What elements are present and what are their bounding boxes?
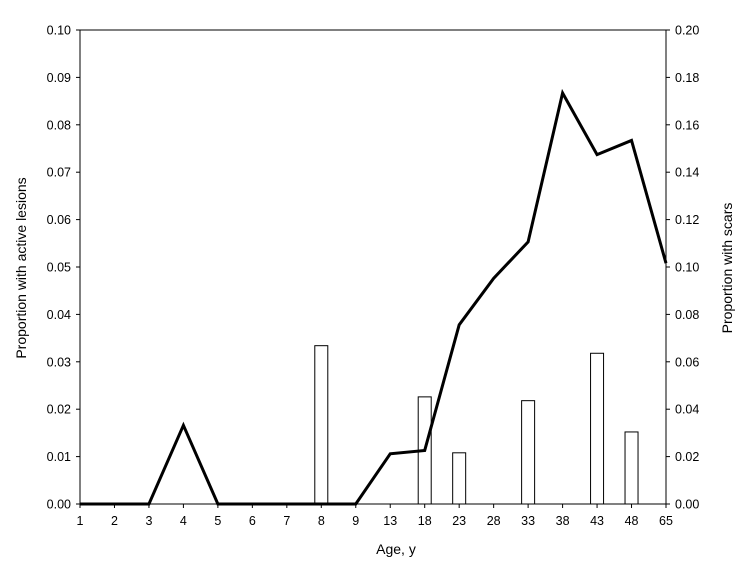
left-tick-label: 0.08	[47, 118, 71, 132]
left-axis-title: Proportion with active lesions	[13, 177, 29, 358]
x-tick-label: 9	[352, 514, 359, 528]
x-tick-label: 2	[111, 514, 118, 528]
left-tick-label: 0.03	[47, 355, 71, 369]
x-tick-label: 18	[418, 514, 432, 528]
left-tick-label: 0.04	[47, 308, 71, 322]
left-tick-label: 0.07	[47, 166, 71, 180]
right-tick-label: 0.06	[675, 355, 699, 369]
bar-43	[590, 352, 605, 505]
x-tick-label: 3	[145, 514, 152, 528]
bar-23	[452, 452, 467, 505]
left-tick-label: 0.00	[47, 498, 71, 512]
x-tick-label: 6	[249, 514, 256, 528]
x-tick-label: 43	[590, 514, 604, 528]
right-tick-label: 0.20	[675, 24, 699, 38]
right-tick-label: 0.04	[675, 403, 699, 417]
ticks-layer: 0.00 0.01 0.02 0.03 0.04 0.05 0.06 0.07 0.08 0.09…	[47, 24, 700, 529]
left-tick-label: 0.10	[47, 24, 71, 38]
right-axis-title: Proportion with scars	[719, 203, 735, 334]
right-tick-label: 0.08	[675, 308, 699, 322]
x-tick-label: 28	[487, 514, 501, 528]
left-tick-label: 0.09	[47, 71, 71, 85]
left-tick-label: 0.02	[47, 403, 71, 417]
right-tick-label: 0.12	[675, 213, 699, 227]
x-tick-label: 13	[383, 514, 397, 528]
bar-8	[314, 345, 329, 505]
x-tick-label: 4	[180, 514, 187, 528]
bar-48	[624, 431, 639, 505]
x-axis-title: Age, y	[376, 541, 416, 557]
bars-layer	[314, 345, 639, 505]
left-tick-label: 0.01	[47, 450, 71, 464]
right-tick-label: 0.00	[675, 498, 699, 512]
x-tick-label: 5	[214, 514, 221, 528]
left-tick-label: 0.06	[47, 213, 71, 227]
right-tick-label: 0.16	[675, 118, 699, 132]
left-tick-label: 0.05	[47, 261, 71, 275]
x-tick-label: 65	[659, 514, 673, 528]
right-tick-label: 0.18	[675, 71, 699, 85]
line-layer	[80, 88, 668, 506]
x-tick-label: 1	[77, 514, 84, 528]
x-tick-label: 33	[521, 514, 535, 528]
right-tick-label: 0.10	[675, 261, 699, 275]
scars-line	[80, 88, 668, 506]
bar-33	[521, 400, 536, 505]
x-tick-label: 38	[556, 514, 570, 528]
x-tick-label: 7	[283, 514, 290, 528]
x-tick-label: 23	[452, 514, 466, 528]
right-tick-label: 0.14	[675, 166, 699, 180]
x-tick-label: 48	[625, 514, 639, 528]
axes-layer	[79, 29, 667, 505]
right-tick-label: 0.02	[675, 450, 699, 464]
x-tick-label: 8	[318, 514, 325, 528]
